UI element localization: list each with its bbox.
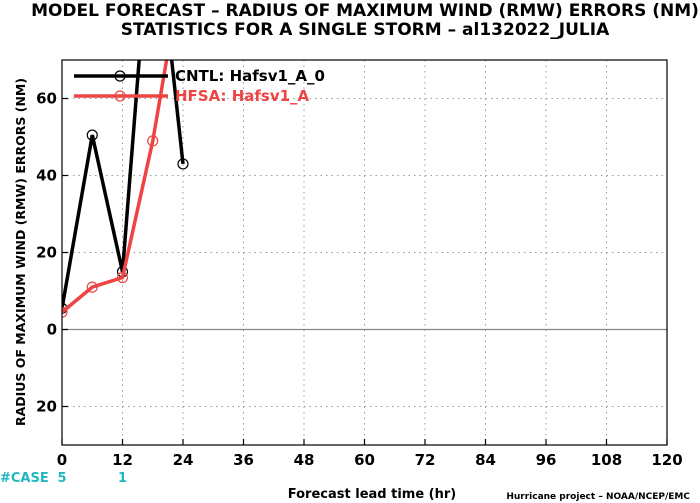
x-tick-label: 60 (354, 451, 375, 469)
x-axis-label: Forecast lead time (hr) (288, 487, 456, 502)
credit-text: Hurricane project – NOAA/NCEP/EMC (506, 492, 690, 502)
x-tick-label: 0 (57, 451, 67, 469)
legend-marker-0 (114, 70, 126, 82)
legend-marker-1 (114, 90, 126, 102)
y-axis-label: RADIUS OF MAXIMUM WIND (RMW) ERRORS (NM) (13, 78, 28, 426)
y-tick-label: 40 (36, 167, 57, 185)
series-layer (62, 60, 189, 318)
data-point (177, 158, 189, 170)
data-point (86, 129, 98, 141)
x-tick-label: 72 (415, 451, 436, 469)
x-tick-label: 96 (536, 451, 557, 469)
x-tick-label: 36 (233, 451, 254, 469)
chart-title: MODEL FORECAST – RADIUS OF MAXIMUM WIND … (31, 1, 699, 21)
data-point (116, 271, 129, 284)
case-counts: #CASE 5 1 (0, 471, 127, 486)
y-tick-label: 60 (36, 90, 57, 108)
chart-subtitle: STATISTICS FOR A SINGLE STORM – al132022… (121, 20, 610, 40)
y-tick-label: 0 (47, 321, 57, 339)
axis-ticks: 0 12 24 36 48 60 72 84 96 108 120 20 0 20 40 60 (36, 90, 683, 470)
x-tick-label: 84 (475, 451, 496, 469)
x-tick-label: 108 (591, 451, 622, 469)
legend-label-0: CNTL: Hafsv1_A_0 (175, 67, 325, 85)
x-tick-label: 120 (651, 451, 682, 469)
case-count-value: 5 (57, 471, 66, 486)
x-tick-label: 48 (294, 451, 315, 469)
legend-label-1: HFSA: Hafsv1_A (175, 87, 310, 105)
data-point (86, 281, 98, 293)
legend: CNTL: Hafsv1_A_0 HFSA: Hafsv1_A (74, 67, 325, 105)
x-tick-label: 24 (173, 451, 194, 469)
case-count-label: #CASE (0, 471, 49, 486)
y-tick-label: 20 (36, 398, 57, 416)
case-count-value: 1 (118, 471, 127, 486)
x-tick-label: 12 (112, 451, 133, 469)
series-line-1 (62, 60, 169, 314)
y-tick-label: 20 (36, 244, 57, 262)
data-point (147, 135, 159, 147)
data-point (62, 306, 68, 318)
